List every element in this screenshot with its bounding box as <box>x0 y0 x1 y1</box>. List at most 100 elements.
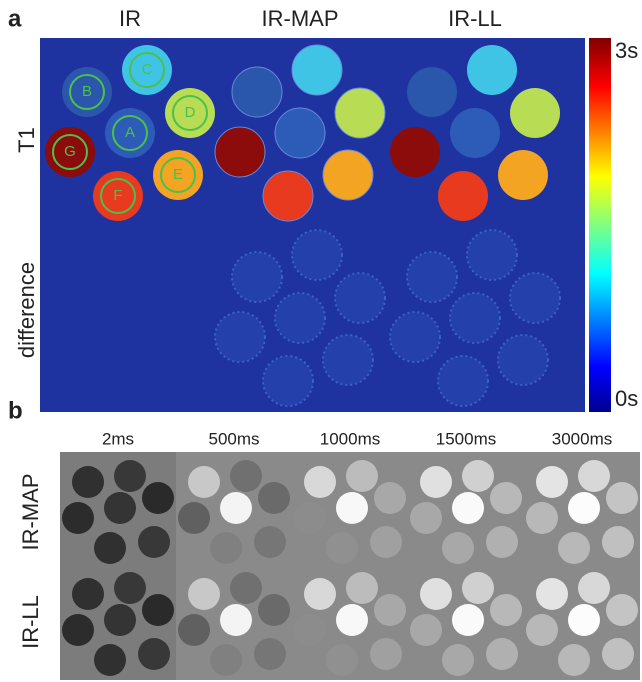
mri-disc <box>210 532 242 564</box>
mri-disc <box>294 614 326 646</box>
mri-disc <box>442 532 474 564</box>
roi-disc <box>214 126 266 178</box>
roi-outline <box>160 157 196 193</box>
mri-disc <box>220 492 252 524</box>
difference-disc <box>262 355 314 407</box>
difference-disc <box>231 251 283 303</box>
mri-disc <box>258 482 290 514</box>
mri-disc <box>138 638 170 670</box>
roi-outline <box>112 115 148 151</box>
column-header: 2ms <box>102 429 134 448</box>
mri-disc <box>462 572 494 604</box>
roi-disc <box>450 108 500 158</box>
roi-disc <box>510 88 560 138</box>
roi-label: C <box>142 61 153 78</box>
row-label: IR-MAP <box>18 474 43 551</box>
mri-disc <box>536 578 568 610</box>
difference-disc <box>334 272 386 324</box>
colorbar-min: 0s <box>615 386 638 411</box>
mri-disc <box>220 604 252 636</box>
mri-disc <box>490 482 522 514</box>
roi-disc <box>231 66 283 118</box>
mri-disc <box>178 614 210 646</box>
mri-disc <box>606 482 638 514</box>
roi-disc <box>274 107 326 159</box>
mri-disc <box>374 482 406 514</box>
difference-disc <box>214 311 266 363</box>
roi-label: F <box>113 187 122 204</box>
roi-disc <box>262 170 314 222</box>
row-label: IR-LL <box>18 595 43 649</box>
mri-disc <box>602 526 634 558</box>
mri-disc <box>62 502 94 534</box>
difference-disc <box>437 355 489 407</box>
roi-outline <box>129 52 165 88</box>
mri-disc <box>486 526 518 558</box>
column-header: IR <box>119 6 141 31</box>
panel-label: a <box>8 5 22 32</box>
mri-disc <box>72 466 104 498</box>
roi-disc <box>498 150 548 200</box>
mri-disc <box>526 614 558 646</box>
roi-label: G <box>64 143 76 160</box>
mri-disc <box>188 466 220 498</box>
colorbar <box>589 38 611 412</box>
roi-disc <box>438 171 488 221</box>
mri-disc <box>410 614 442 646</box>
mri-disc <box>568 604 600 636</box>
difference-disc <box>322 334 374 386</box>
mri-disc <box>104 492 136 524</box>
mri-disc <box>336 604 368 636</box>
mri-disc <box>188 578 220 610</box>
mri-disc <box>94 532 126 564</box>
mri-disc <box>558 644 590 676</box>
mri-disc <box>326 644 358 676</box>
roi-outline <box>172 95 208 131</box>
roi-disc <box>407 67 457 117</box>
mri-disc <box>142 594 174 626</box>
mri-disc <box>410 502 442 534</box>
mri-disc <box>606 594 638 626</box>
mri-disc <box>62 614 94 646</box>
mri-disc <box>526 502 558 534</box>
mri-disc <box>490 594 522 626</box>
column-header: IR-LL <box>448 6 502 31</box>
mri-disc <box>230 572 262 604</box>
roi-disc <box>334 87 386 139</box>
mri-disc <box>254 526 286 558</box>
mri-disc <box>442 644 474 676</box>
mri-disc <box>326 532 358 564</box>
mri-disc <box>178 502 210 534</box>
roi-label: A <box>125 124 135 141</box>
difference-disc <box>497 334 549 386</box>
mri-disc <box>462 460 494 492</box>
roi-label: E <box>173 166 183 183</box>
panel-label: b <box>8 397 23 424</box>
column-header: IR-MAP <box>262 6 339 31</box>
difference-disc <box>274 292 326 344</box>
row-label: difference <box>14 262 39 358</box>
mri-disc <box>304 578 336 610</box>
mri-disc <box>452 604 484 636</box>
mri-disc <box>536 466 568 498</box>
row-label: T1 <box>14 127 39 153</box>
roi-disc <box>291 44 343 96</box>
column-header: 1500ms <box>436 429 496 448</box>
mri-disc <box>104 604 136 636</box>
mri-disc <box>258 594 290 626</box>
mri-disc <box>346 460 378 492</box>
difference-disc <box>466 229 518 281</box>
roi-label: D <box>185 104 196 121</box>
mri-disc <box>138 526 170 558</box>
mri-disc <box>254 638 286 670</box>
mri-disc <box>420 578 452 610</box>
difference-disc <box>406 251 458 303</box>
mri-disc <box>558 532 590 564</box>
mri-disc <box>142 482 174 514</box>
mri-disc <box>452 492 484 524</box>
mri-disc <box>294 502 326 534</box>
mri-disc <box>346 572 378 604</box>
column-header: 500ms <box>208 429 259 448</box>
mri-disc <box>420 466 452 498</box>
